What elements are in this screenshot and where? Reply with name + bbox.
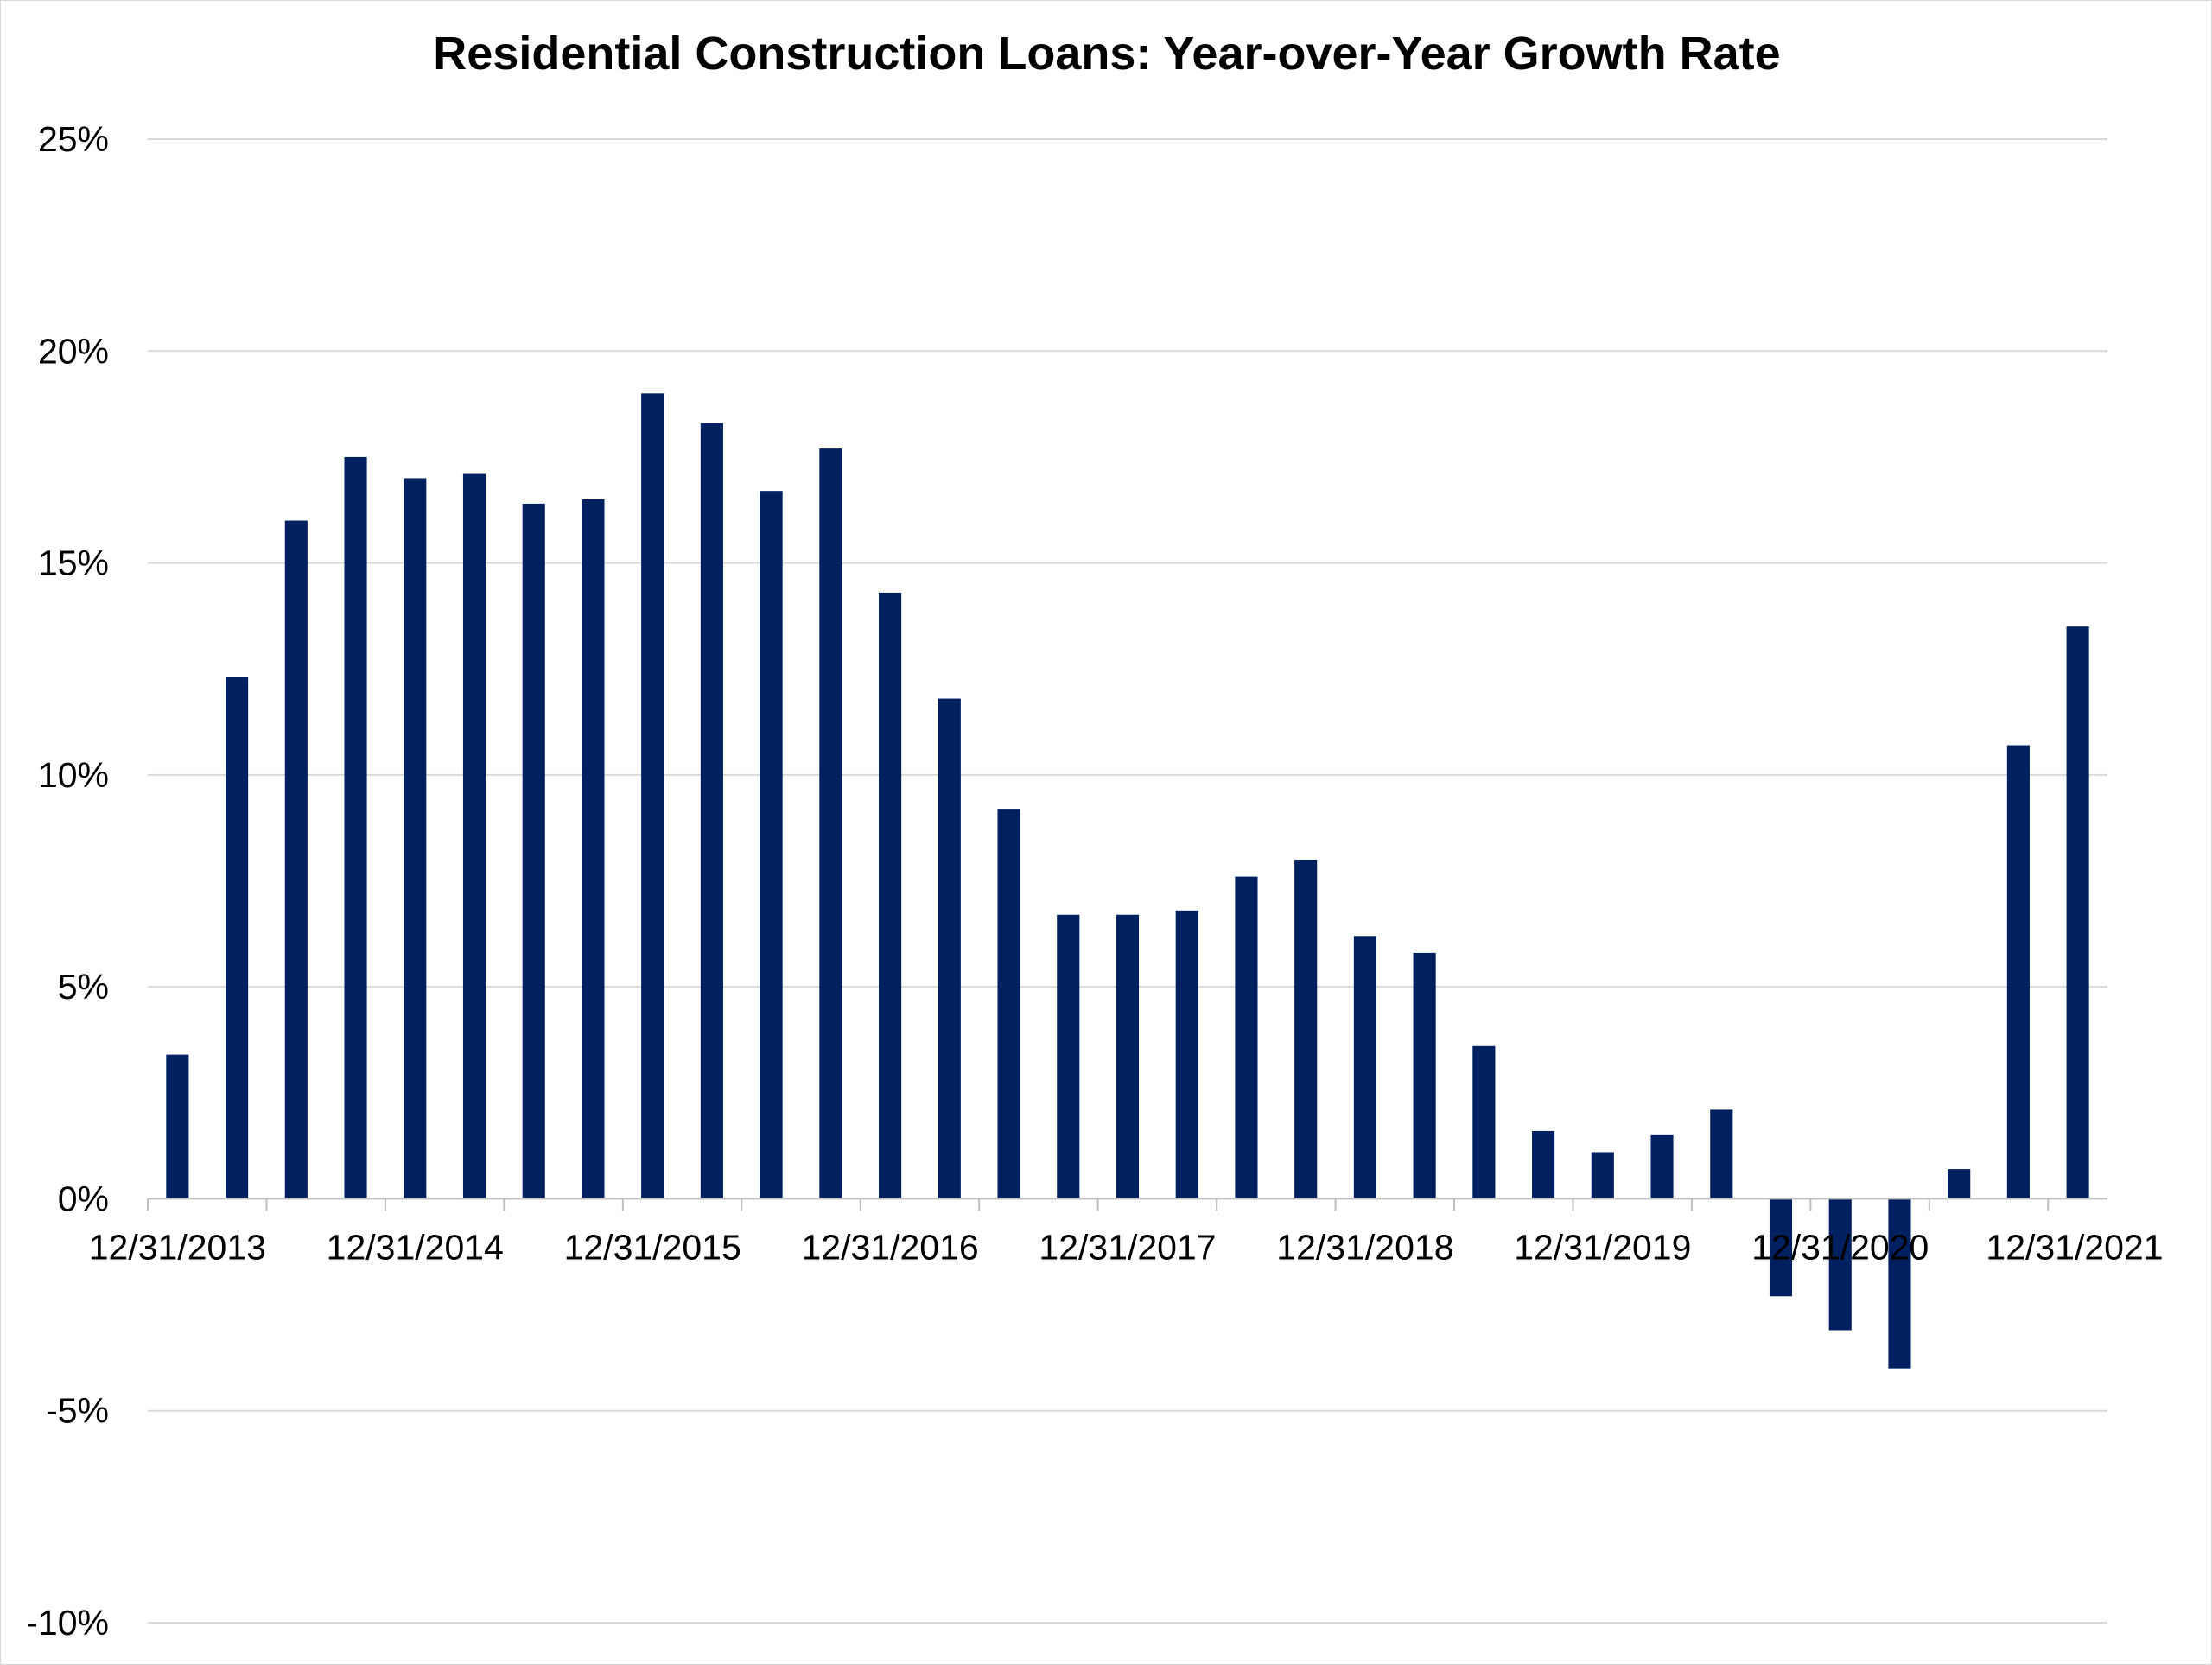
bar [166, 1054, 189, 1199]
bar [938, 698, 961, 1199]
bar [1472, 1045, 1496, 1199]
bars [166, 393, 2089, 1369]
bar [344, 456, 367, 1199]
x-tick-label: 12/31/2015 [564, 1227, 741, 1267]
bar [1057, 914, 1080, 1199]
bar [582, 499, 605, 1199]
x-tick-label: 12/31/2016 [801, 1227, 978, 1267]
x-tick-label: 12/31/2021 [1986, 1227, 2163, 1267]
bar [2006, 745, 2030, 1199]
y-tick-label: 10% [38, 755, 109, 795]
bar [1650, 1134, 1674, 1199]
bar [1710, 1109, 1733, 1199]
bar [2066, 626, 2089, 1199]
bar [1235, 876, 1258, 1199]
bar [1116, 914, 1140, 1199]
y-tick-label: 5% [58, 967, 109, 1007]
gridlines [148, 138, 2107, 1624]
bar [284, 520, 308, 1199]
bar [819, 448, 842, 1199]
bar [1175, 910, 1198, 1199]
bar [641, 393, 664, 1199]
bar [700, 423, 723, 1199]
y-tick-label: 0% [58, 1179, 109, 1218]
y-tick-label: -10% [26, 1603, 109, 1643]
bar [1769, 1198, 1793, 1297]
x-axis [147, 1198, 2107, 1211]
x-tick-label: 12/31/2019 [1514, 1227, 1691, 1267]
bar [522, 503, 545, 1199]
bar [1353, 936, 1376, 1199]
bar [1532, 1130, 1555, 1199]
x-axis-labels: 12/31/2013 12/31/2014 12/31/2015 12/31/2016… [89, 1227, 2164, 1267]
y-axis-labels: -10% -5% 0% 5% 10% 15% 20% 25% [26, 119, 109, 1643]
y-tick-label: 20% [38, 331, 109, 371]
bar [760, 491, 783, 1199]
y-tick-label: -5% [46, 1391, 109, 1431]
bar [879, 592, 902, 1199]
bar [462, 473, 486, 1199]
y-tick-label: 15% [38, 543, 109, 583]
bar [1888, 1198, 1911, 1369]
bar [1413, 952, 1436, 1199]
x-tick-label: 12/31/2018 [1276, 1227, 1453, 1267]
bar [1828, 1198, 1852, 1331]
y-tick-label: 25% [38, 119, 109, 159]
chart-title: Residential Construction Loans: Year-ove… [433, 28, 1781, 79]
bar [1591, 1152, 1614, 1199]
bar [226, 677, 249, 1199]
bar [404, 478, 427, 1199]
x-tick-label: 12/31/2017 [1039, 1227, 1216, 1267]
x-tick-label: 12/31/2013 [89, 1227, 266, 1267]
bar [1294, 859, 1318, 1199]
x-tick-label: 12/31/2020 [1751, 1227, 1929, 1267]
bar [1948, 1169, 1971, 1199]
x-tick-label: 12/31/2014 [327, 1227, 504, 1267]
bar [997, 809, 1020, 1199]
